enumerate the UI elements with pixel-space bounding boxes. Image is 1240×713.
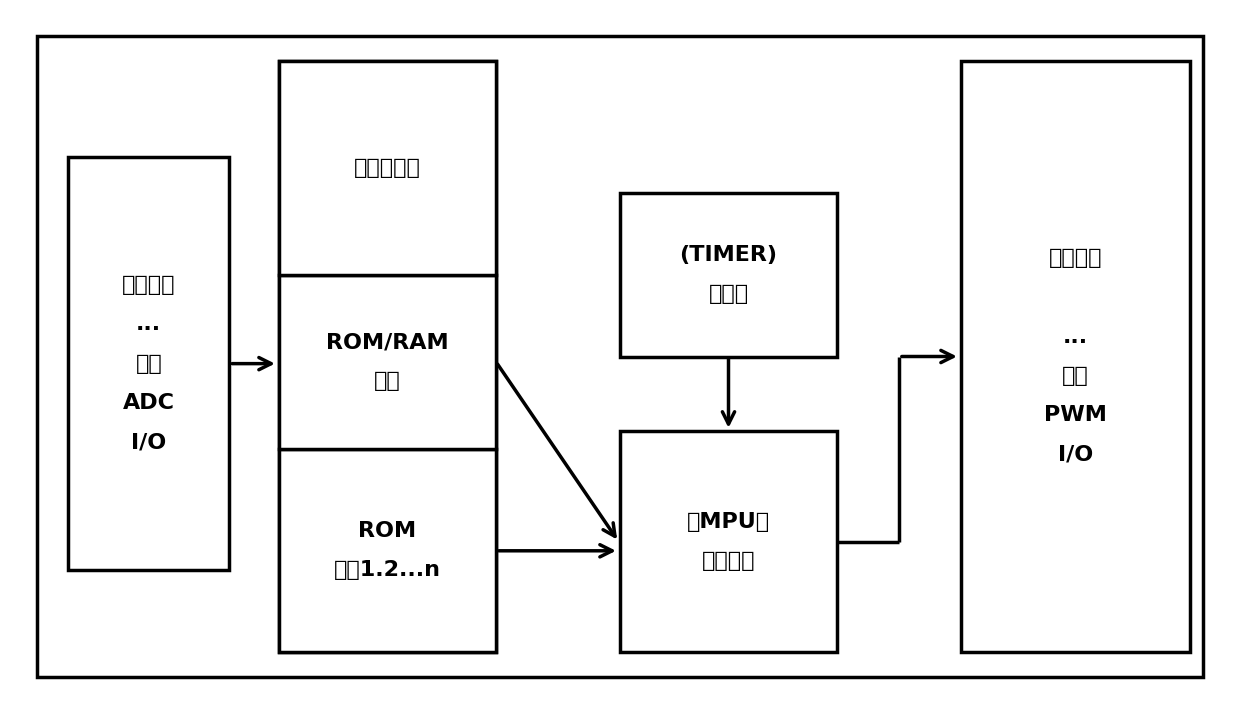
- Text: 输入设备: 输入设备: [122, 275, 176, 295]
- Bar: [279, 61, 496, 652]
- Bar: [68, 157, 229, 570]
- Text: ...: ...: [136, 314, 161, 334]
- Bar: [279, 275, 496, 449]
- Text: (TIMER): (TIMER): [680, 245, 777, 265]
- Text: 通信: 通信: [135, 354, 162, 374]
- Bar: [279, 61, 496, 275]
- Text: ...: ...: [1063, 327, 1089, 347]
- Text: 通信: 通信: [1063, 366, 1089, 386]
- Bar: [620, 431, 837, 652]
- Text: I/O: I/O: [131, 432, 166, 452]
- Text: 数据: 数据: [374, 371, 401, 391]
- Text: PWM: PWM: [1044, 405, 1107, 426]
- Text: 微处理器: 微处理器: [702, 551, 755, 572]
- Text: 定时器: 定时器: [708, 284, 749, 304]
- Text: 嵌入式软件: 嵌入式软件: [355, 158, 420, 178]
- Bar: [961, 61, 1190, 652]
- Bar: [620, 193, 837, 356]
- Text: （MPU）: （MPU）: [687, 512, 770, 533]
- Text: 任务1.2...n: 任务1.2...n: [334, 560, 441, 580]
- Text: 输出设备: 输出设备: [1049, 248, 1102, 269]
- Bar: [279, 449, 496, 652]
- Text: ROM: ROM: [358, 521, 417, 541]
- Text: ROM/RAM: ROM/RAM: [326, 332, 449, 352]
- Text: ADC: ADC: [123, 393, 175, 413]
- Text: I/O: I/O: [1058, 444, 1094, 465]
